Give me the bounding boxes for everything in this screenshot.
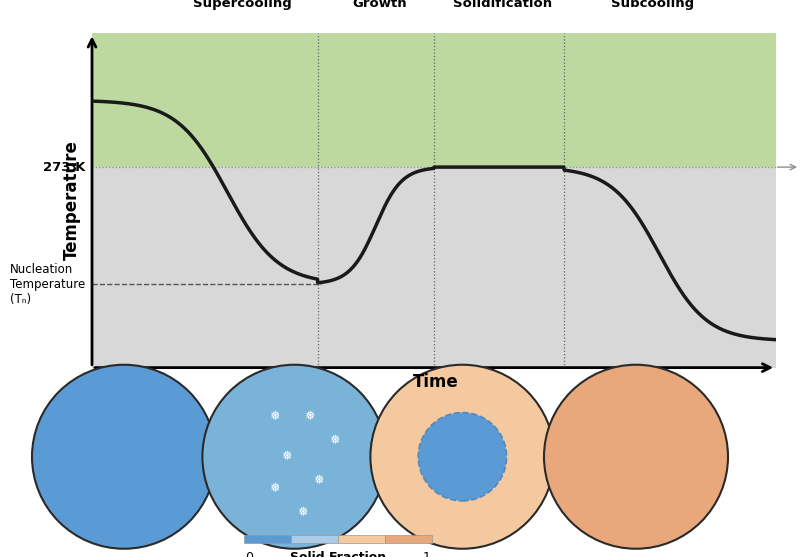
Text: 1: 1 (422, 551, 430, 557)
Text: ❅: ❅ (329, 434, 340, 447)
Text: Equilibrium
Solidification: Equilibrium Solidification (453, 0, 552, 10)
Text: ❅: ❅ (269, 411, 280, 423)
Text: Nucleation
Temperature
(Tₙ): Nucleation Temperature (Tₙ) (10, 262, 85, 306)
Bar (385, 535, 432, 543)
Ellipse shape (370, 365, 554, 549)
Ellipse shape (202, 365, 386, 549)
Text: Solid
Subcooling: Solid Subcooling (611, 0, 694, 10)
Y-axis label: Temperature: Temperature (63, 140, 81, 261)
Bar (244, 535, 291, 543)
Ellipse shape (544, 365, 728, 549)
Text: ❅: ❅ (303, 411, 314, 423)
Text: 273 K: 273 K (42, 160, 85, 174)
Ellipse shape (418, 413, 506, 501)
Bar (338, 535, 385, 543)
Text: ❅: ❅ (297, 506, 308, 519)
Text: ❅: ❅ (269, 482, 280, 495)
Text: Time: Time (413, 373, 459, 390)
Bar (291, 535, 338, 543)
Text: Liquid
Supercooling: Liquid Supercooling (193, 0, 292, 10)
Bar (92, 33, 776, 167)
Text: Solid Fraction: Solid Fraction (290, 551, 386, 557)
Ellipse shape (32, 365, 216, 549)
Text: 0: 0 (246, 551, 254, 557)
Text: Dendritic
Growth: Dendritic Growth (345, 0, 414, 10)
Text: ❅: ❅ (313, 474, 324, 487)
Text: ❅: ❅ (281, 450, 292, 463)
